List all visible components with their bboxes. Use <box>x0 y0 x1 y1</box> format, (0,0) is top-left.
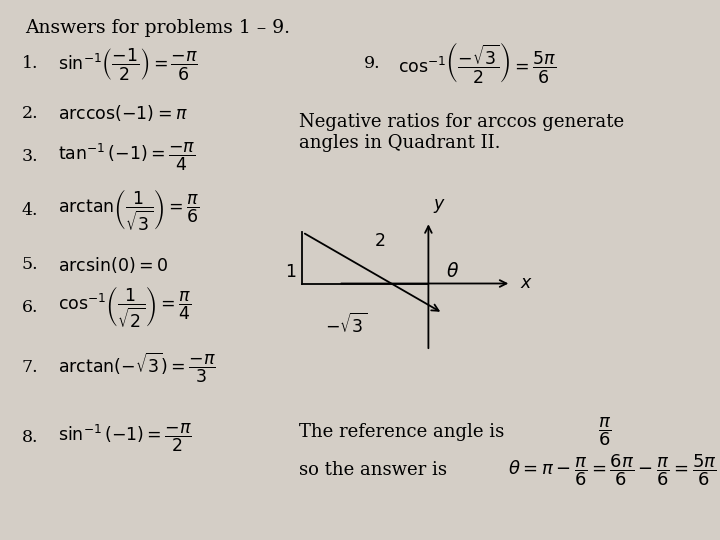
Text: 3.: 3. <box>22 148 38 165</box>
Text: $y$: $y$ <box>433 197 446 215</box>
Text: $\arctan(-\sqrt{3})=\dfrac{-\pi}{3}$: $\arctan(-\sqrt{3})=\dfrac{-\pi}{3}$ <box>58 350 216 384</box>
Text: Answers for problems 1 – 9.: Answers for problems 1 – 9. <box>25 19 290 37</box>
Text: $\theta$: $\theta$ <box>446 262 459 281</box>
Text: 9.: 9. <box>364 55 380 72</box>
Text: $\sin^{-1}\!\left(\dfrac{-1}{2}\right)=\dfrac{-\pi}{6}$: $\sin^{-1}\!\left(\dfrac{-1}{2}\right)=\… <box>58 46 198 82</box>
Text: 8.: 8. <box>22 429 38 446</box>
Text: 2.: 2. <box>22 105 38 122</box>
Text: $\arctan\!\left(\dfrac{1}{\sqrt{3}}\right)=\dfrac{\pi}{6}$: $\arctan\!\left(\dfrac{1}{\sqrt{3}}\righ… <box>58 188 199 233</box>
Text: 4.: 4. <box>22 202 38 219</box>
Text: $\mathrm{arcsin}(0)=0$: $\mathrm{arcsin}(0)=0$ <box>58 254 168 275</box>
Text: so the answer is: so the answer is <box>299 461 447 479</box>
Text: $\dfrac{\pi}{6}$: $\dfrac{\pi}{6}$ <box>598 416 611 448</box>
Text: $\cos^{-1}\!\left(\dfrac{-\sqrt{3}}{2}\right)=\dfrac{5\pi}{6}$: $\cos^{-1}\!\left(\dfrac{-\sqrt{3}}{2}\r… <box>398 41 557 86</box>
Text: $x$: $x$ <box>520 275 533 292</box>
Text: $\sin^{-1}(-1)=\dfrac{-\pi}{2}$: $\sin^{-1}(-1)=\dfrac{-\pi}{2}$ <box>58 421 192 454</box>
Text: 7.: 7. <box>22 359 38 376</box>
Text: $\mathrm{arccos}(-1)=\pi$: $\mathrm{arccos}(-1)=\pi$ <box>58 103 187 124</box>
Text: 6.: 6. <box>22 299 38 316</box>
Text: $2$: $2$ <box>374 233 385 249</box>
Text: 1.: 1. <box>22 55 38 72</box>
Text: $\cos^{-1}\!\left(\dfrac{1}{\sqrt{2}}\right)=\dfrac{\pi}{4}$: $\cos^{-1}\!\left(\dfrac{1}{\sqrt{2}}\ri… <box>58 285 191 330</box>
Text: $\theta=\pi-\dfrac{\pi}{6}=\dfrac{6\pi}{6}-\dfrac{\pi}{6}=\dfrac{5\pi}{6}$: $\theta=\pi-\dfrac{\pi}{6}=\dfrac{6\pi}{… <box>508 452 716 488</box>
Text: The reference angle is: The reference angle is <box>299 423 504 441</box>
Text: $-\sqrt{3}$: $-\sqrt{3}$ <box>325 313 366 338</box>
Text: 5.: 5. <box>22 256 38 273</box>
Text: $1$: $1$ <box>285 264 297 281</box>
Text: Negative ratios for arccos generate
angles in Quadrant II.: Negative ratios for arccos generate angl… <box>299 113 624 152</box>
Text: $\tan^{-1}(-1)=\dfrac{-\pi}{4}$: $\tan^{-1}(-1)=\dfrac{-\pi}{4}$ <box>58 140 195 173</box>
